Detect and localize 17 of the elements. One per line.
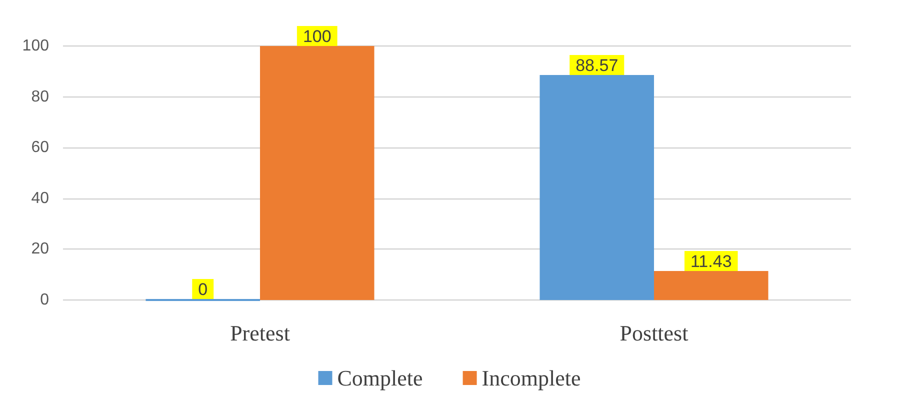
legend-label: Incomplete (482, 366, 581, 390)
bar (654, 270, 768, 300)
legend-label: Complete (337, 366, 423, 390)
bar (540, 75, 654, 300)
data-label: 100 (302, 27, 332, 46)
data-label: 88.57 (576, 56, 618, 76)
y-tick-label: 60 (31, 139, 50, 156)
bar (260, 46, 374, 300)
data-label: 0 (198, 280, 208, 299)
y-tick-label: 80 (31, 88, 50, 106)
x-tick-label: Posttest (620, 320, 688, 346)
x-tick-label: Pretest (230, 320, 290, 346)
y-tick-label: 40 (31, 190, 50, 207)
y-tick-label: 100 (22, 38, 50, 54)
y-tick-label: 0 (40, 292, 50, 308)
data-label: 11.43 (690, 252, 732, 271)
y-tick-label: 20 (31, 240, 50, 258)
